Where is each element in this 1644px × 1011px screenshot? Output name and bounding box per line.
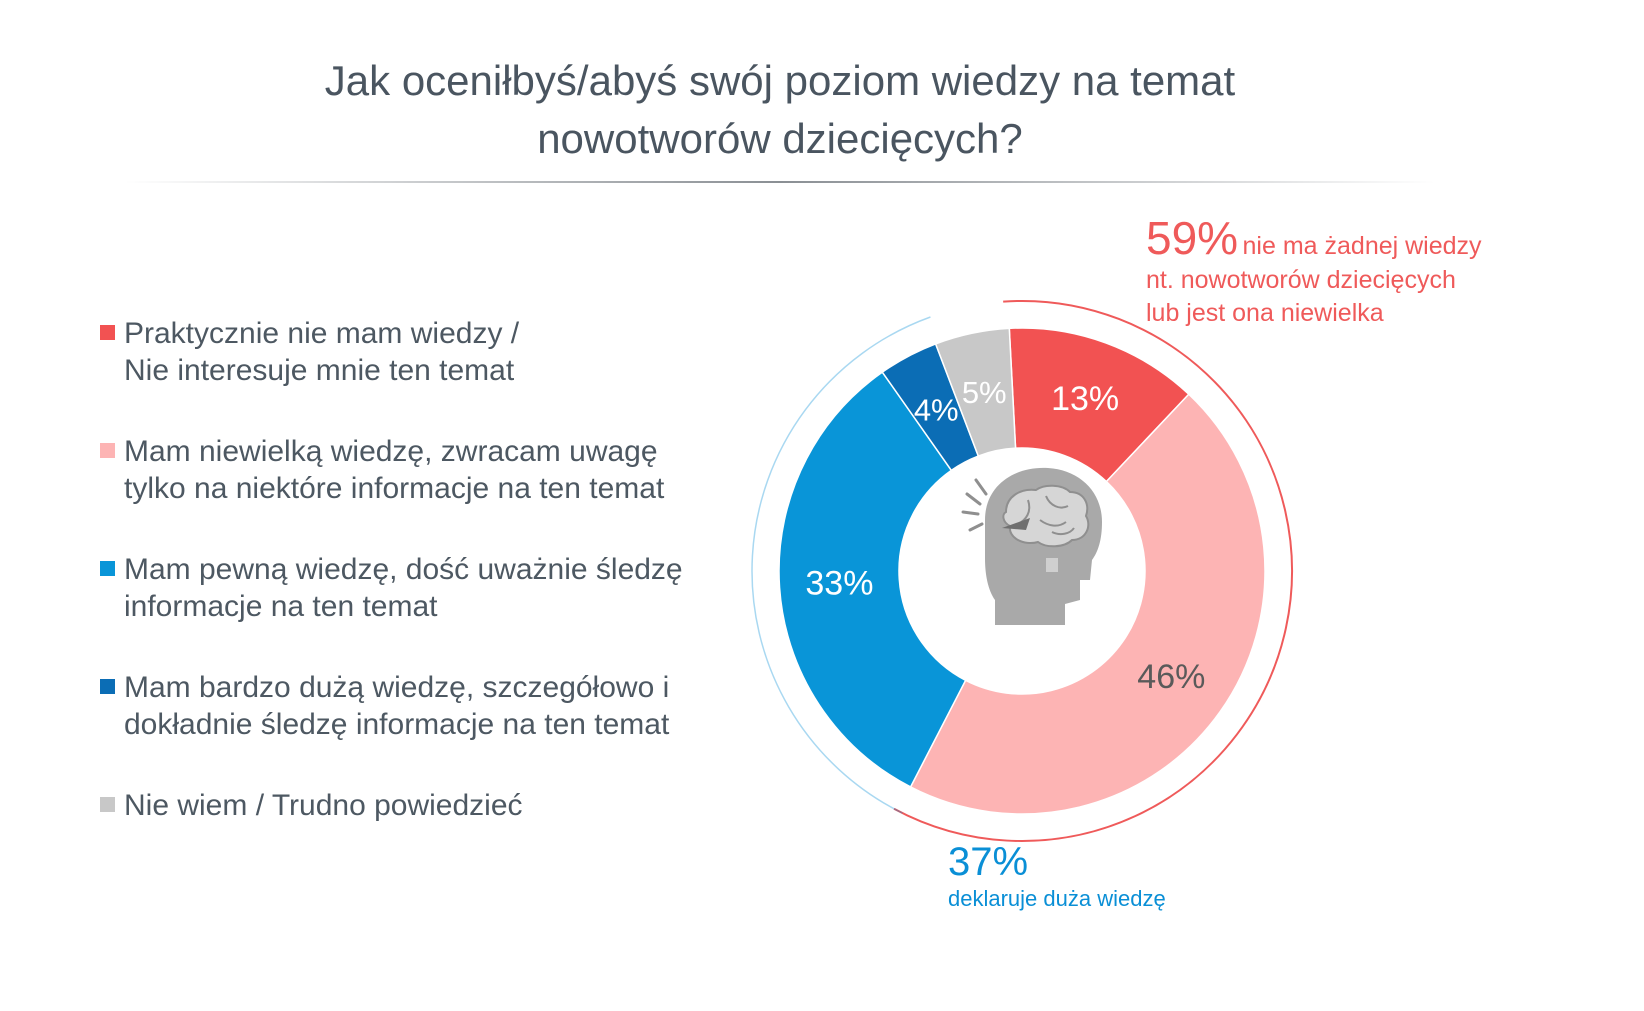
- legend-swatch: [100, 797, 115, 812]
- legend: Praktycznie nie mam wiedzy / Nie interes…: [100, 315, 760, 868]
- callout-red-line-2: nt. nowotworów dziecięcych: [1146, 266, 1456, 294]
- chart-title-line-1: Jak oceniłbyś/abyś swój poziom wiedzy na…: [324, 57, 1236, 104]
- slice-label-4: 5%: [962, 375, 1007, 410]
- legend-label-line: Mam niewielką wiedzę, zwracam uwagę: [124, 435, 658, 468]
- legend-item-great-knowledge: Mam bardzo dużą wiedzę, szczegółowo i do…: [100, 669, 760, 743]
- legend-label-line: informacje na ten temat: [124, 590, 438, 623]
- legend-label: Nie wiem / Trudno powiedzieć: [124, 787, 760, 824]
- chart-title-line-2: nowotworów dziecięcych?: [537, 115, 1023, 162]
- title-divider: [125, 181, 1435, 183]
- callout-red-line-1: nie ma żadnej wiedzy: [1242, 232, 1482, 260]
- legend-label: Mam pewną wiedzę, dość uważnie śledzę in…: [124, 551, 760, 625]
- group-arc-high-knowledge: [751, 316, 931, 814]
- callout-blue-value: 37%: [948, 840, 1029, 884]
- callout-blue-line-1: deklaruje duża wiedzę: [948, 886, 1166, 911]
- slice-label-3: 4%: [914, 392, 959, 427]
- group-arc-no-knowledge: [893, 300, 1293, 842]
- legend-label-line: Praktycznie nie mam wiedzy /: [124, 317, 520, 350]
- legend-label: Mam niewielką wiedzę, zwracam uwagę tylk…: [124, 433, 760, 507]
- legend-label-line: Nie interesuje mnie ten temat: [124, 354, 515, 387]
- legend-label: Mam bardzo dużą wiedzę, szczegółowo i do…: [124, 669, 760, 743]
- legend-label: Praktycznie nie mam wiedzy / Nie interes…: [124, 315, 760, 389]
- callout-red-line-3: lub jest ona niewielka: [1146, 299, 1384, 327]
- legend-label-line: dokładnie śledzę informacje na ten temat: [124, 708, 670, 741]
- head-brain-icon: [961, 467, 1102, 625]
- donut-slice-4: [934, 327, 1017, 458]
- slice-label-2: 33%: [805, 564, 873, 602]
- legend-label-line: Mam pewną wiedzę, dość uważnie śledzę: [124, 553, 683, 586]
- slice-label-0: 13%: [1051, 380, 1119, 418]
- slice-label-1: 46%: [1137, 658, 1205, 696]
- legend-label-line: Nie wiem / Trudno powiedzieć: [124, 789, 523, 822]
- legend-item-little-knowledge: Mam niewielką wiedzę, zwracam uwagę tylk…: [100, 433, 760, 507]
- legend-item-no-knowledge: Praktycznie nie mam wiedzy / Nie interes…: [100, 315, 760, 389]
- callout-red-value: 59%: [1146, 212, 1239, 264]
- legend-swatch: [100, 325, 115, 340]
- legend-swatch: [100, 443, 115, 458]
- legend-label-line: Mam bardzo dużą wiedzę, szczegółowo i: [124, 671, 670, 704]
- chart-title: Jak oceniłbyś/abyś swój poziom wiedzy na…: [0, 52, 1560, 168]
- legend-swatch: [100, 561, 115, 576]
- callout-high-knowledge: 37% deklaruje duża wiedzę: [948, 840, 1166, 914]
- donut-slice-2: [778, 371, 967, 788]
- legend-label-line: tylko na niektóre informacje na ten tema…: [124, 472, 665, 505]
- legend-item-dont-know: Nie wiem / Trudno powiedzieć: [100, 787, 760, 824]
- donut-slice-1: [909, 393, 1266, 815]
- legend-item-some-knowledge: Mam pewną wiedzę, dość uważnie śledzę in…: [100, 551, 760, 625]
- legend-swatch: [100, 679, 115, 694]
- callout-no-knowledge: 59% nie ma żadnej wiedzy nt. nowotworów …: [1146, 212, 1566, 330]
- donut-slice-0: [1008, 327, 1190, 483]
